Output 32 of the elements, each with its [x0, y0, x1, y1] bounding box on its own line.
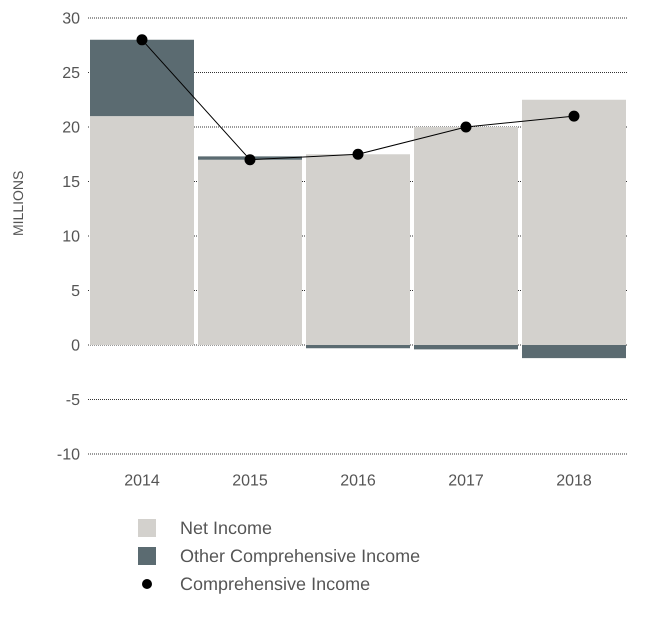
bar — [306, 345, 410, 348]
legend-label: Net Income — [180, 517, 272, 540]
bar — [522, 345, 626, 358]
legend-label: Comprehensive Income — [180, 573, 370, 596]
y-tick-label: 20 — [62, 120, 80, 137]
bar — [90, 40, 194, 116]
legend-label: Other Comprehensive Income — [180, 545, 420, 568]
x-tick-label: 2018 — [556, 472, 592, 490]
point — [460, 122, 472, 132]
y-axis-title: MILLIONS — [10, 170, 26, 236]
point — [568, 110, 580, 122]
y-tick-label: -5 — [66, 392, 80, 410]
y-tick-label: 10 — [62, 228, 80, 246]
y-tick-label: 0 — [71, 338, 80, 355]
bar — [414, 127, 518, 345]
bar — [90, 116, 194, 345]
y-tick-label: -10 — [56, 446, 80, 464]
x-tick-label: 2014 — [124, 472, 160, 490]
bar — [306, 154, 410, 345]
y-tick-label: 15 — [62, 174, 80, 192]
x-tick-label: 2016 — [340, 472, 376, 490]
bar — [198, 160, 302, 345]
x-tick-label: 2015 — [232, 472, 268, 490]
point — [136, 34, 148, 46]
y-tick-label: 25 — [62, 65, 80, 82]
y-tick-label: 30 — [62, 10, 80, 28]
bar — [522, 100, 626, 345]
point — [244, 154, 256, 166]
bar — [414, 345, 518, 350]
y-tick-label: 5 — [71, 283, 80, 300]
x-tick-label: 2017 — [448, 472, 484, 490]
point — [352, 148, 364, 160]
